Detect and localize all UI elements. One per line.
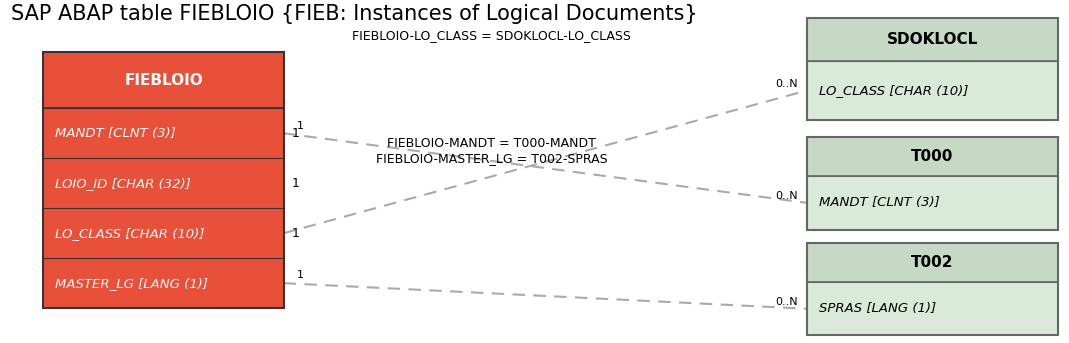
Text: 1: 1 (292, 227, 300, 240)
Bar (807, 61, 1057, 120)
Bar (807, 176, 1057, 229)
Bar (807, 282, 1057, 335)
Bar (807, 243, 1057, 282)
Text: 1: 1 (296, 270, 304, 281)
Bar (44, 52, 283, 308)
Text: 0..N: 0..N (776, 297, 799, 307)
Bar (807, 137, 1057, 176)
Bar (807, 18, 1057, 61)
Bar (44, 258, 283, 308)
Text: FIEBLOIO-MANDT = T000-MANDT
FIEBLOIO-MASTER_LG = T002-SPRAS: FIEBLOIO-MANDT = T000-MANDT FIEBLOIO-MAS… (376, 137, 607, 165)
Text: MANDT [CLNT (3)]: MANDT [CLNT (3)] (819, 196, 940, 209)
Text: FIEBLOIO-LO_CLASS = SDOKLOCL-LO_CLASS: FIEBLOIO-LO_CLASS = SDOKLOCL-LO_CLASS (353, 29, 631, 42)
Text: LO_CLASS [CHAR (10)]: LO_CLASS [CHAR (10)] (56, 227, 205, 240)
Text: MANDT [CLNT (3)]: MANDT [CLNT (3)] (56, 127, 176, 140)
Text: LOIO_ID [CHAR (32)]: LOIO_ID [CHAR (32)] (56, 177, 191, 190)
Text: LO_CLASS [CHAR (10)]: LO_CLASS [CHAR (10)] (819, 84, 969, 97)
Text: T002: T002 (911, 255, 954, 270)
Text: FIEBLOIO: FIEBLOIO (124, 73, 203, 87)
Text: SAP ABAP table FIEBLOIO {FIEB: Instances of Logical Documents}: SAP ABAP table FIEBLOIO {FIEB: Instances… (12, 4, 698, 24)
Text: 1: 1 (296, 120, 304, 131)
Text: SPRAS [LANG (1)]: SPRAS [LANG (1)] (819, 302, 936, 315)
Text: 0..N: 0..N (776, 79, 799, 89)
Text: 1: 1 (292, 177, 300, 190)
Text: 0..N: 0..N (776, 191, 799, 201)
Bar (44, 208, 283, 258)
Bar (807, 137, 1057, 229)
Text: SDOKLOCL: SDOKLOCL (886, 32, 978, 47)
Bar (807, 243, 1057, 335)
Bar (44, 158, 283, 208)
Text: 1: 1 (292, 127, 300, 140)
Bar (44, 52, 283, 108)
Text: T000: T000 (911, 149, 954, 164)
Bar (807, 18, 1057, 120)
Text: MASTER_LG [LANG (1)]: MASTER_LG [LANG (1)] (56, 277, 208, 290)
Bar (44, 108, 283, 158)
